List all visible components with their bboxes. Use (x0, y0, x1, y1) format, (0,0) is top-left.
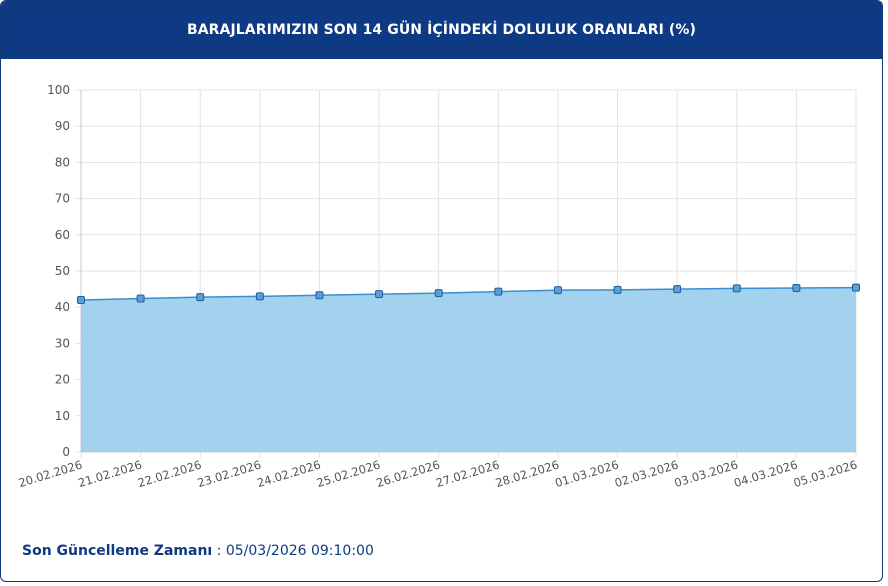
data-point (434, 289, 443, 298)
y-tick-label: 40 (55, 300, 70, 314)
area-fill (81, 287, 856, 452)
data-point (852, 283, 860, 292)
y-tick-label: 100 (47, 83, 70, 97)
y-tick-label: 10 (55, 409, 70, 423)
data-point (375, 290, 384, 299)
x-tick-label: 20.02.2026 (17, 457, 84, 490)
last-update-label: Son Güncelleme Zamanı (22, 543, 213, 559)
data-point (673, 285, 682, 294)
y-tick-label: 70 (55, 192, 70, 206)
data-point (494, 287, 503, 296)
x-tick-label: 21.02.2026 (76, 457, 143, 490)
x-tick-label: 03.03.2026 (673, 457, 740, 490)
last-update: Son Güncelleme Zamanı : 05/03/2026 09:10… (22, 543, 374, 559)
y-tick-label: 90 (55, 119, 70, 133)
panel-header: BARAJLARIMIZIN SON 14 GÜN İÇİNDEKİ DOLUL… (1, 1, 882, 59)
x-tick-label: 04.03.2026 (732, 457, 799, 490)
y-tick-label: 60 (55, 228, 70, 242)
x-tick-label: 27.02.2026 (434, 457, 501, 490)
chart-title: BARAJLARIMIZIN SON 14 GÜN İÇİNDEKİ DOLUL… (186, 22, 697, 38)
y-tick-label: 80 (55, 155, 70, 169)
chart-area: 0 10 20 30 40 50 60 70 80 90 100 20.02.2026 21.02.20… (1, 59, 882, 519)
data-point (196, 293, 205, 302)
x-tick-label: 23.02.2026 (196, 457, 263, 490)
series-line (80, 286, 857, 301)
area-chart: 0 10 20 30 40 50 60 70 80 90 100 20.02.202621.02.20… (17, 83, 860, 490)
x-tick-label: 24.02.2026 (255, 457, 322, 490)
y-tick-label: 30 (55, 336, 70, 350)
data-point (136, 294, 145, 303)
last-update-value: 05/03/2026 09:10:00 (225, 543, 374, 559)
x-tick-label: 22.02.2026 (136, 457, 203, 490)
x-tick-label: 25.02.2026 (315, 457, 382, 490)
x-tick-label: 02.03.2026 (613, 457, 680, 490)
last-update-separator: : (212, 543, 226, 559)
x-tick-label: 05.03.2026 (792, 457, 859, 490)
data-point (613, 285, 622, 294)
data-point (792, 284, 801, 293)
data-point (255, 292, 264, 301)
x-tick-label: 26.02.2026 (374, 457, 441, 490)
y-tick-label: 50 (55, 264, 70, 278)
data-point (315, 291, 324, 300)
y-tick-label: 20 (55, 373, 70, 387)
x-tick-label: 28.02.2026 (494, 457, 561, 490)
x-tick-label: 01.03.2026 (553, 457, 620, 490)
y-tick-label: 0 (62, 445, 70, 459)
data-point (553, 286, 562, 295)
data-point (732, 284, 741, 293)
data-point (77, 295, 85, 304)
